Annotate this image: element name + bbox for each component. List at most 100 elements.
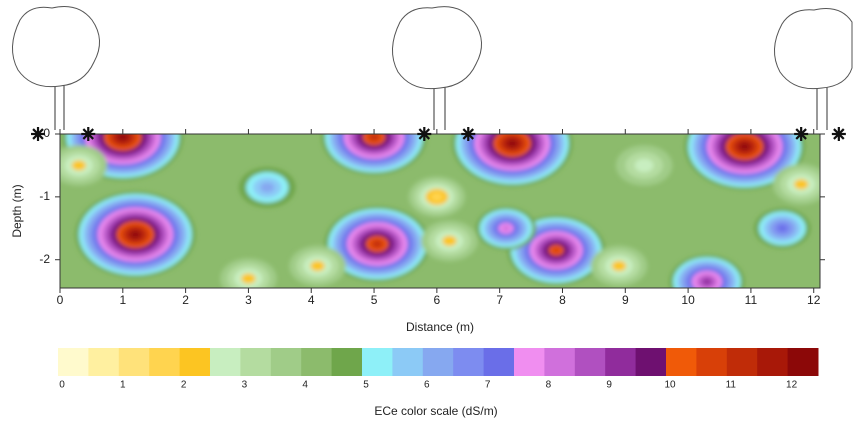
- colorbar-bin: [210, 348, 241, 376]
- colorbar-tick-label: 9: [606, 380, 612, 391]
- x-tick-label: 10: [681, 293, 695, 307]
- contour-ring: [260, 182, 275, 193]
- x-tick-label: 9: [622, 293, 629, 307]
- hotspot: [220, 258, 277, 288]
- contour-ring: [740, 143, 749, 150]
- colorbar-bin: [362, 348, 393, 376]
- colorbar-bin: [422, 348, 454, 376]
- hotspot: [475, 206, 537, 250]
- sensor: [794, 127, 809, 141]
- sensor: [831, 127, 846, 141]
- sensor: [417, 127, 432, 141]
- colorbar-bin: [635, 348, 667, 376]
- colorbar-bin: [118, 348, 150, 376]
- sensor-stroke: [833, 128, 845, 140]
- contour-ring: [241, 273, 256, 284]
- hotspot: [321, 134, 427, 176]
- sensor: [31, 127, 46, 141]
- colorbar-bin: [696, 348, 728, 376]
- hotspot: [669, 254, 745, 288]
- tree: [392, 6, 482, 130]
- colorbar-bin: [179, 348, 211, 376]
- hotspot: [684, 134, 805, 190]
- colorbar-bin: [58, 348, 89, 376]
- hotspot: [289, 245, 346, 287]
- x-tick-label: 7: [496, 293, 503, 307]
- contour-ring: [508, 140, 516, 147]
- contour-ring: [71, 160, 86, 171]
- colorbar-bin: [483, 348, 515, 376]
- sensor-stroke: [462, 128, 474, 140]
- sensor: [81, 127, 96, 141]
- x-tick-label: 5: [371, 293, 378, 307]
- contour-ring: [703, 279, 711, 285]
- tree: [774, 8, 853, 130]
- colorbar-bin: [331, 348, 363, 376]
- x-tick-label: 11: [745, 293, 758, 307]
- contour-ring: [131, 231, 140, 238]
- sensor-stroke: [32, 128, 44, 140]
- x-tick-label: 6: [434, 293, 441, 307]
- hotspot: [75, 191, 196, 278]
- hotspot: [60, 145, 108, 186]
- contour-field: [60, 134, 820, 288]
- hotspot: [239, 167, 296, 208]
- contour-ring: [119, 134, 127, 140]
- hotspot: [421, 220, 478, 262]
- hotspot: [772, 163, 820, 205]
- hotspot: [324, 206, 430, 282]
- hotspot: [590, 245, 648, 287]
- sensor-stroke: [795, 128, 807, 140]
- colorbar-tick-label: 5: [363, 380, 369, 391]
- colorbar-bin: [514, 348, 545, 376]
- trees: [12, 6, 853, 130]
- y-axis-label: Depth (m): [10, 184, 24, 237]
- colorbar-bin: [726, 348, 758, 376]
- y-tick-label: 0: [43, 126, 50, 140]
- colorbar-tick-label: 10: [664, 380, 676, 391]
- contour-ring: [611, 260, 627, 272]
- colorbar-tick-label: 0: [59, 380, 65, 391]
- hotspots: [60, 134, 820, 288]
- tree: [12, 6, 100, 130]
- colorbar-bin: [149, 348, 181, 376]
- colorbar-bin: [453, 348, 485, 376]
- x-tick-label: 1: [119, 293, 126, 307]
- colorbar-bin: [574, 348, 606, 376]
- colorbar-tick-label: 6: [424, 380, 430, 391]
- colorbar-tick-label: 12: [786, 380, 798, 391]
- contour-ring: [442, 235, 457, 246]
- hotspot: [408, 176, 466, 218]
- colorbar-bin: [270, 348, 302, 376]
- x-tick-label: 12: [807, 293, 821, 307]
- contour-ring: [634, 158, 654, 173]
- colorbar-bin: [544, 348, 576, 376]
- hotspot: [451, 134, 573, 187]
- contour-ring: [794, 179, 809, 190]
- contour-ring: [370, 134, 378, 140]
- contour-ring: [552, 247, 560, 253]
- contour-ring: [502, 225, 510, 231]
- colorbar-bin: [392, 348, 424, 376]
- contour-ring: [777, 224, 788, 232]
- hotspot: [754, 207, 811, 249]
- colorbar-tick-label: 4: [302, 380, 308, 391]
- sensor-stroke: [82, 128, 94, 140]
- x-tick-label: 4: [308, 293, 315, 307]
- colorbar-tick-label: 11: [726, 380, 737, 391]
- colorbar-tick-label: 2: [181, 380, 187, 391]
- sensor: [461, 127, 476, 141]
- colorbar-bin: [666, 348, 697, 376]
- sensor-stroke: [418, 128, 431, 140]
- hotspot: [615, 145, 673, 186]
- colorbar-bin: [757, 348, 789, 376]
- contour-ring: [310, 260, 325, 272]
- colorbar-bin: [240, 348, 272, 376]
- y-tick-label: -2: [39, 252, 50, 266]
- colorbar-tick-label: 7: [485, 380, 491, 391]
- x-axis-label: Distance (m): [406, 320, 474, 334]
- plot-frame: [59, 133, 821, 289]
- colorbar-bin: [301, 348, 333, 376]
- x-tick-label: 8: [559, 293, 566, 307]
